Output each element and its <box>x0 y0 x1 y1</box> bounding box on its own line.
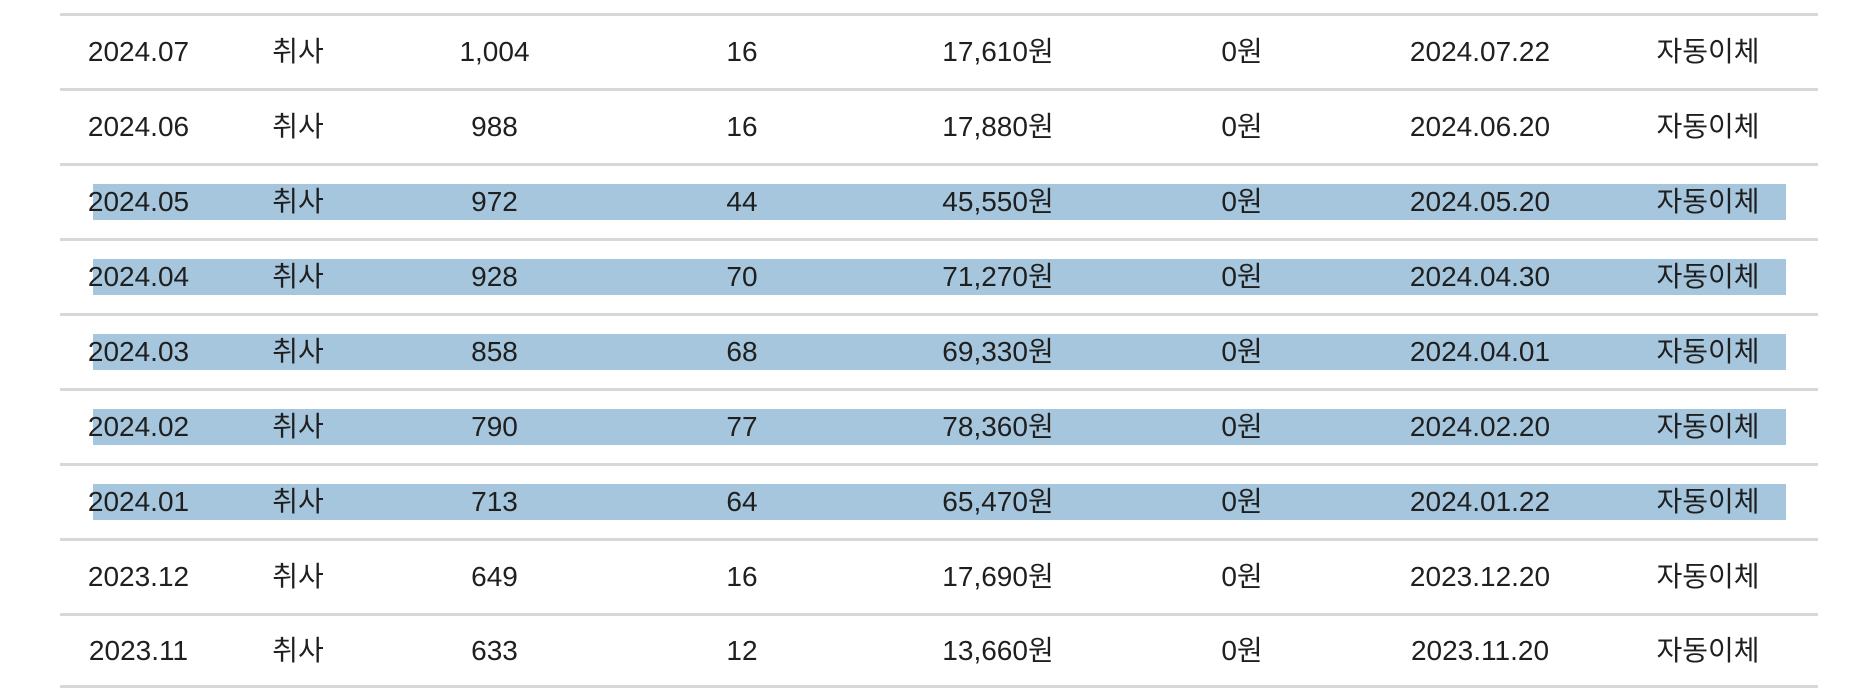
selection-highlight <box>93 484 1786 520</box>
cell-meter-reading: 633 <box>471 634 518 666</box>
cell-unpaid-amount: 0원 <box>1221 111 1263 142</box>
table-row[interactable]: 2024.05 취사 972 44 45,550원 0원 2024.05.20 자동이체 <box>60 163 1818 238</box>
cell-meter-reading: 928 <box>471 261 518 292</box>
table-row[interactable]: 2024.06 취사 988 16 17,880원 0원 2024.06.20 자동이체 <box>60 88 1818 163</box>
cell-meter-reading: 972 <box>471 186 518 217</box>
cell-billed-amount: 17,880원 <box>942 111 1054 142</box>
cell-meter-reading: 713 <box>471 486 518 517</box>
cell-unpaid-amount: 0원 <box>1221 561 1263 592</box>
cell-usage-amount: 68 <box>726 336 758 367</box>
cell-billed-amount: 17,690원 <box>942 561 1054 592</box>
cell-usage-type: 취사 <box>272 261 324 292</box>
cell-usage-amount: 16 <box>726 561 758 592</box>
cell-billing-month: 2024.02 <box>87 411 190 442</box>
table-row[interactable]: 2024.01 취사 713 64 65,470원 0원 2024.01.22 자동이체 <box>60 463 1818 538</box>
cell-payment-method: 자동이체 <box>1656 186 1760 217</box>
cell-billed-amount: 78,360원 <box>942 411 1054 442</box>
cell-payment-date: 2023.11.20 <box>1410 634 1550 666</box>
cell-payment-method: 자동이체 <box>1656 411 1760 442</box>
table-row[interactable]: 2024.02 취사 790 77 78,360원 0원 2024.02.20 자동이체 <box>60 388 1818 463</box>
cell-billed-amount: 45,550원 <box>942 186 1054 217</box>
table-row[interactable]: 2024.04 취사 928 70 71,270원 0원 2024.04.30 자동이체 <box>60 238 1818 313</box>
cell-usage-amount: 70 <box>726 261 758 292</box>
table-row[interactable]: 2024.07 취사 1,004 16 17,610원 0원 2024.07.22 자동이체 <box>60 13 1818 88</box>
cell-billed-amount: 17,610원 <box>942 36 1054 67</box>
cell-unpaid-amount: 0원 <box>1221 261 1263 292</box>
cell-unpaid-amount: 0원 <box>1221 336 1263 367</box>
cell-payment-method: 자동이체 <box>1656 336 1760 367</box>
cell-usage-amount: 44 <box>726 186 758 217</box>
cell-billing-month: 2024.04 <box>87 261 190 292</box>
selection-highlight <box>93 259 1786 295</box>
cell-unpaid-amount: 0원 <box>1221 36 1263 67</box>
cell-billing-month: 2023.11 <box>88 634 189 666</box>
cell-billing-month: 2024.01 <box>87 486 190 517</box>
cell-meter-reading: 790 <box>471 411 518 442</box>
cell-meter-reading: 649 <box>471 561 518 592</box>
cell-billed-amount: 69,330원 <box>942 336 1054 367</box>
cell-usage-type: 취사 <box>272 186 324 217</box>
cell-payment-method: 자동이체 <box>1656 634 1760 666</box>
cell-usage-type: 취사 <box>272 411 324 442</box>
cell-payment-method: 자동이체 <box>1656 111 1760 142</box>
selection-highlight <box>93 184 1786 220</box>
cell-usage-type: 취사 <box>272 486 324 517</box>
cell-payment-method: 자동이체 <box>1656 486 1760 517</box>
cell-billing-month: 2023.12 <box>87 561 190 592</box>
cell-meter-reading: 988 <box>471 111 518 142</box>
cell-billing-month: 2024.05 <box>87 186 190 217</box>
cell-payment-method: 자동이체 <box>1656 261 1760 292</box>
cell-payment-date: 2024.01.22 <box>1409 486 1551 517</box>
cell-unpaid-amount: 0원 <box>1221 486 1263 517</box>
table-row[interactable]: 2023.12 취사 649 16 17,690원 0원 2023.12.20 자동이체 <box>60 538 1818 613</box>
cell-usage-type: 취사 <box>272 561 324 592</box>
cell-payment-date: 2024.05.20 <box>1409 186 1551 217</box>
cell-payment-date: 2024.06.20 <box>1409 111 1551 142</box>
cell-meter-reading: 1,004 <box>459 36 530 67</box>
cell-usage-amount: 16 <box>726 36 758 67</box>
cell-usage-amount: 12 <box>726 634 758 666</box>
cell-usage-type: 취사 <box>272 36 324 67</box>
cell-payment-date: 2023.12.20 <box>1409 561 1551 592</box>
cell-usage-amount: 77 <box>726 411 758 442</box>
cell-billed-amount: 71,270원 <box>942 261 1054 292</box>
cell-unpaid-amount: 0원 <box>1221 411 1263 442</box>
selection-highlight <box>93 334 1786 370</box>
cell-usage-type: 취사 <box>272 111 324 142</box>
cell-payment-method: 자동이체 <box>1656 561 1760 592</box>
cell-meter-reading: 858 <box>471 336 518 367</box>
selection-highlight <box>93 409 1786 445</box>
cell-billed-amount: 65,470원 <box>942 486 1054 517</box>
cell-billing-month: 2024.06 <box>87 111 190 142</box>
table-row[interactable]: 2024.03 취사 858 68 69,330원 0원 2024.04.01 자동이체 <box>60 313 1818 388</box>
table-row[interactable]: 2023.11 취사 633 12 13,660원 0원 2023.11.20 자동이체 <box>60 613 1818 688</box>
cell-billing-month: 2024.07 <box>87 36 190 67</box>
cell-billing-month: 2024.03 <box>87 336 190 367</box>
cell-payment-method: 자동이체 <box>1656 36 1760 67</box>
cell-usage-amount: 64 <box>726 486 758 517</box>
cell-billed-amount: 13,660원 <box>942 634 1054 666</box>
cell-payment-date: 2024.04.30 <box>1409 261 1551 292</box>
cell-unpaid-amount: 0원 <box>1221 634 1263 666</box>
cell-payment-date: 2024.02.20 <box>1409 411 1551 442</box>
cell-usage-type: 취사 <box>272 634 324 666</box>
cell-unpaid-amount: 0원 <box>1221 186 1263 217</box>
cell-payment-date: 2024.04.01 <box>1409 336 1551 367</box>
cell-usage-type: 취사 <box>272 336 324 367</box>
cell-payment-date: 2024.07.22 <box>1409 36 1551 67</box>
billing-history-table: 2024.07 취사 1,004 16 17,610원 0원 2024.07.22 자동이체 2… <box>60 13 1818 688</box>
cell-usage-amount: 16 <box>726 111 758 142</box>
